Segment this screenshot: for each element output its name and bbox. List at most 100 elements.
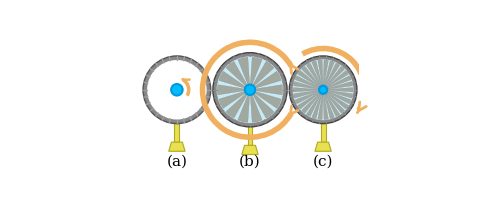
Polygon shape [254,91,281,108]
Circle shape [216,56,284,123]
Circle shape [143,56,210,124]
Polygon shape [327,88,353,92]
Polygon shape [254,71,281,88]
Polygon shape [325,93,340,116]
Polygon shape [327,88,353,92]
Polygon shape [326,91,351,104]
Polygon shape [252,61,274,86]
Polygon shape [312,61,322,86]
Polygon shape [294,90,319,98]
Polygon shape [255,85,282,95]
Polygon shape [295,91,320,104]
Polygon shape [164,94,198,117]
Polygon shape [325,63,340,86]
Polygon shape [298,92,320,109]
Polygon shape [226,61,248,86]
Polygon shape [294,88,319,92]
Polygon shape [295,76,320,88]
Polygon shape [294,88,319,92]
Polygon shape [294,82,319,89]
Polygon shape [255,85,282,95]
Polygon shape [312,93,322,119]
Polygon shape [326,66,344,87]
Polygon shape [218,85,245,95]
Polygon shape [326,66,344,87]
Circle shape [319,86,327,94]
Polygon shape [156,63,190,86]
Polygon shape [302,93,320,113]
Polygon shape [250,95,262,122]
Circle shape [213,53,287,127]
Polygon shape [295,91,320,104]
Polygon shape [306,93,322,116]
Polygon shape [326,70,348,88]
Polygon shape [325,63,340,86]
Polygon shape [295,76,320,88]
Polygon shape [302,66,320,87]
Polygon shape [298,70,320,88]
Circle shape [213,53,287,127]
Polygon shape [327,82,352,89]
Text: (b): (b) [239,155,261,169]
Polygon shape [302,66,320,87]
Polygon shape [306,63,322,86]
Circle shape [147,60,206,120]
Text: (c): (c) [313,155,334,169]
Polygon shape [326,91,351,104]
Polygon shape [326,93,344,113]
Polygon shape [218,71,246,88]
Polygon shape [315,142,332,151]
Polygon shape [254,71,281,88]
Polygon shape [150,76,172,110]
Polygon shape [294,82,319,89]
Polygon shape [168,142,185,151]
Polygon shape [254,91,281,108]
Polygon shape [324,61,334,86]
Polygon shape [218,71,246,88]
Polygon shape [218,85,245,95]
Polygon shape [252,93,274,118]
Circle shape [171,84,182,95]
Polygon shape [306,63,322,86]
Polygon shape [294,90,319,98]
Polygon shape [325,93,340,116]
Polygon shape [326,92,348,109]
Polygon shape [326,93,344,113]
Polygon shape [326,76,351,88]
Polygon shape [324,93,334,119]
Polygon shape [318,60,323,86]
Polygon shape [306,93,322,116]
Polygon shape [226,61,248,86]
Polygon shape [318,94,323,120]
Polygon shape [226,93,248,118]
Polygon shape [238,57,250,85]
Polygon shape [181,69,204,103]
Polygon shape [312,61,322,86]
Polygon shape [323,94,328,120]
Polygon shape [327,90,352,98]
Polygon shape [174,123,180,142]
Polygon shape [327,90,352,98]
Polygon shape [318,60,323,86]
Polygon shape [323,94,328,120]
Polygon shape [327,82,352,89]
Polygon shape [326,92,348,109]
Polygon shape [312,93,322,119]
Polygon shape [250,57,262,85]
Polygon shape [326,76,351,88]
Polygon shape [302,93,320,113]
Polygon shape [320,123,326,142]
Polygon shape [248,126,252,145]
Circle shape [290,56,357,124]
Text: (a): (a) [166,155,188,169]
Circle shape [245,85,255,95]
Circle shape [143,56,210,124]
Polygon shape [324,61,334,86]
Polygon shape [250,95,262,122]
Circle shape [292,59,354,120]
Polygon shape [242,145,258,154]
Circle shape [290,56,357,124]
Polygon shape [326,70,348,88]
Polygon shape [238,95,250,122]
Polygon shape [298,70,320,88]
